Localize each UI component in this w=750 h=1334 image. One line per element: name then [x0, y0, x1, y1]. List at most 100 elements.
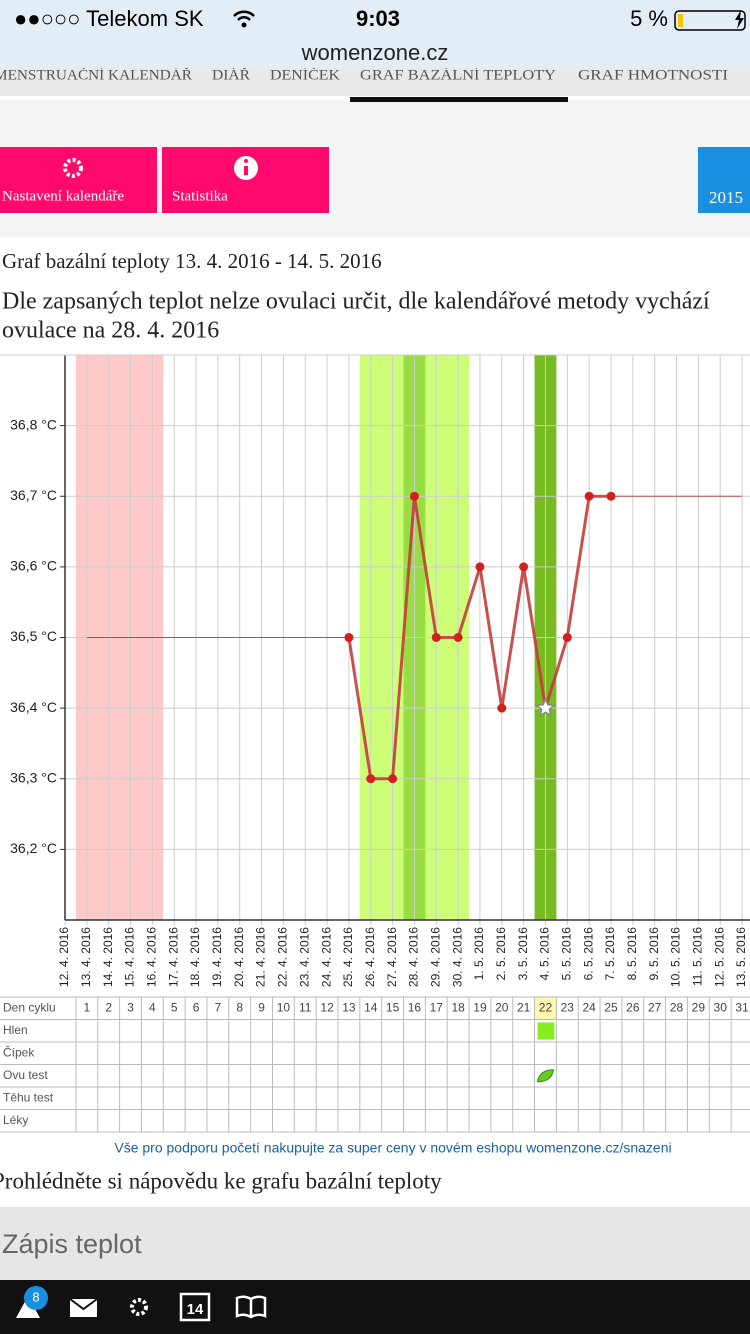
help-link[interactable]: Prohlédněte si nápovědu ke grafu bazální…: [0, 1168, 442, 1193]
calendar-icon[interactable]: [179, 1292, 211, 1322]
x-tick-label: 13. 5. 2016: [734, 927, 748, 987]
nav-tab[interactable]: DIÁŘ: [212, 66, 250, 83]
series-line: [86, 495, 742, 638]
row-label: Ovu test: [3, 1068, 48, 1082]
x-tick-label: 20. 4. 2016: [232, 927, 246, 987]
point: [409, 491, 419, 501]
status-bar: [0, 0, 750, 68]
point: [606, 491, 616, 501]
cycle-day: 31: [735, 1000, 749, 1014]
row-label: Těhu test: [3, 1090, 54, 1104]
x-tick-label: 19. 4. 2016: [210, 927, 224, 987]
x-tick-label: 16. 4. 2016: [145, 927, 159, 987]
x-tick-label: 8. 5. 2016: [625, 927, 639, 981]
gear-icon[interactable]: [130, 1298, 148, 1316]
point: [388, 774, 398, 784]
cycle-day: 15: [386, 1000, 400, 1014]
gear-icon: [63, 158, 83, 178]
x-tick-label: 28. 4. 2016: [407, 927, 421, 987]
point: [584, 491, 594, 501]
hlen-mark: [537, 1022, 555, 1040]
row-label: Čípek: [3, 1044, 35, 1059]
point: [344, 633, 354, 642]
cycle-day: 30: [714, 1000, 728, 1014]
battery: [674, 10, 746, 31]
y-tick-label: 36,3 °C: [10, 769, 57, 785]
cycle-day: 25: [604, 1000, 618, 1014]
carrier: ●●○○○ Telekom SK: [14, 6, 204, 31]
cycle-day: 4: [149, 1000, 156, 1014]
badge: [24, 1286, 48, 1310]
cycle-day: 13: [342, 1000, 356, 1014]
x-tick-label: 30. 4. 2016: [450, 927, 464, 987]
nav-tab[interactable]: GRAF BAZÁLNÍ TEPLOTY: [360, 66, 556, 83]
nav-bar: MENSTRUAČNÍ KALENDÁŘ DIÁŘ DENÍČEK GRAF BAZÁ…: [0, 66, 750, 102]
cycle-day: 20: [495, 1000, 509, 1014]
x-tick-label: 29. 4. 2016: [428, 927, 442, 987]
alert-icon[interactable]: [16, 1296, 40, 1318]
x-tick-label: 26. 4. 2016: [363, 927, 377, 987]
cycle-day: 6: [193, 1000, 200, 1014]
y-tick-label: 36,4 °C: [10, 699, 57, 715]
cycle-day: 11: [299, 1000, 312, 1014]
x-tick-label: 11. 5. 2016: [691, 927, 705, 986]
x-tick-label: 5. 5. 2016: [559, 927, 573, 981]
chart-heading: Graf bazální teploty 13. 4. 2016 - 14. 5…: [2, 249, 382, 273]
section-bar[interactable]: [0, 1207, 750, 1280]
x-tick-label: 7. 5. 2016: [603, 927, 617, 981]
cycle-day: 1: [83, 1000, 90, 1014]
nav-tab[interactable]: GRAF HMOTNOSTI: [578, 67, 728, 83]
year-label: 2015: [709, 188, 743, 207]
wifi-dot: [241, 22, 247, 28]
x-tick-label: 23. 4. 2016: [297, 927, 311, 987]
cycle-day: 9: [258, 1000, 265, 1014]
badge-count: 8: [32, 1289, 39, 1304]
nav-tab[interactable]: MENSTRUAČNÍ KALENDÁŘ: [0, 66, 192, 83]
info-dot: [244, 159, 248, 163]
x-tick-label: 2. 5. 2016: [494, 927, 508, 981]
year-button[interactable]: [698, 147, 750, 213]
point: [453, 633, 463, 642]
cycle-day: 12: [320, 1000, 334, 1014]
star-marker: [535, 697, 556, 717]
cycle-day: 7: [215, 1000, 222, 1014]
wifi-icon: [233, 10, 255, 21]
cycle-day: 29: [692, 1000, 706, 1014]
y-tick-label: 36,5 °C: [10, 628, 57, 644]
x-tick-label: 25. 4. 2016: [341, 927, 355, 987]
point: [497, 703, 507, 713]
nav-tab[interactable]: DENÍČEK: [270, 66, 340, 83]
cycle-day: 2: [105, 1000, 112, 1014]
x-tick-label: 17. 4. 2016: [166, 927, 180, 987]
x-tick-label: 18. 4. 2016: [188, 927, 202, 987]
cycle-day: 8: [236, 1000, 243, 1014]
battery-level: [678, 14, 683, 27]
x-tick-label: 10. 5. 2016: [669, 927, 683, 987]
active-tab-underline: [350, 97, 568, 102]
row-label: Den cyklu: [3, 1000, 56, 1014]
cycle-day: 14: [364, 1000, 378, 1014]
mail-flap: [69, 1298, 98, 1311]
eshop-link[interactable]: Vše pro podporu početí nakupujte za supe…: [114, 1140, 671, 1156]
x-tick-label: 12. 5. 2016: [712, 927, 726, 987]
cycle-day: 22: [539, 1000, 553, 1014]
point: [366, 774, 376, 784]
ovu-mark: [536, 1069, 555, 1083]
cycle-day: 26: [626, 1000, 640, 1014]
cycle-day: 24: [582, 1000, 596, 1014]
y-tick-label: 36,8 °C: [10, 416, 57, 432]
toolbar: [0, 1280, 750, 1334]
x-tick-label: 12. 4. 2016: [57, 927, 71, 987]
settings-button[interactable]: [0, 147, 157, 213]
current-day-column: [534, 997, 557, 1020]
clock: 9:03: [356, 6, 400, 31]
x-tick-label: 21. 4. 2016: [254, 927, 268, 987]
point: [475, 562, 485, 572]
y-tick-label: 36,7 °C: [10, 487, 57, 503]
row-label: Léky: [3, 1113, 28, 1127]
book-icon[interactable]: [235, 1295, 267, 1319]
message: ovulace na 28. 4. 2016: [2, 318, 219, 344]
battery-text: 5 %: [630, 6, 668, 31]
x-tick-label: 22. 4. 2016: [276, 927, 290, 987]
